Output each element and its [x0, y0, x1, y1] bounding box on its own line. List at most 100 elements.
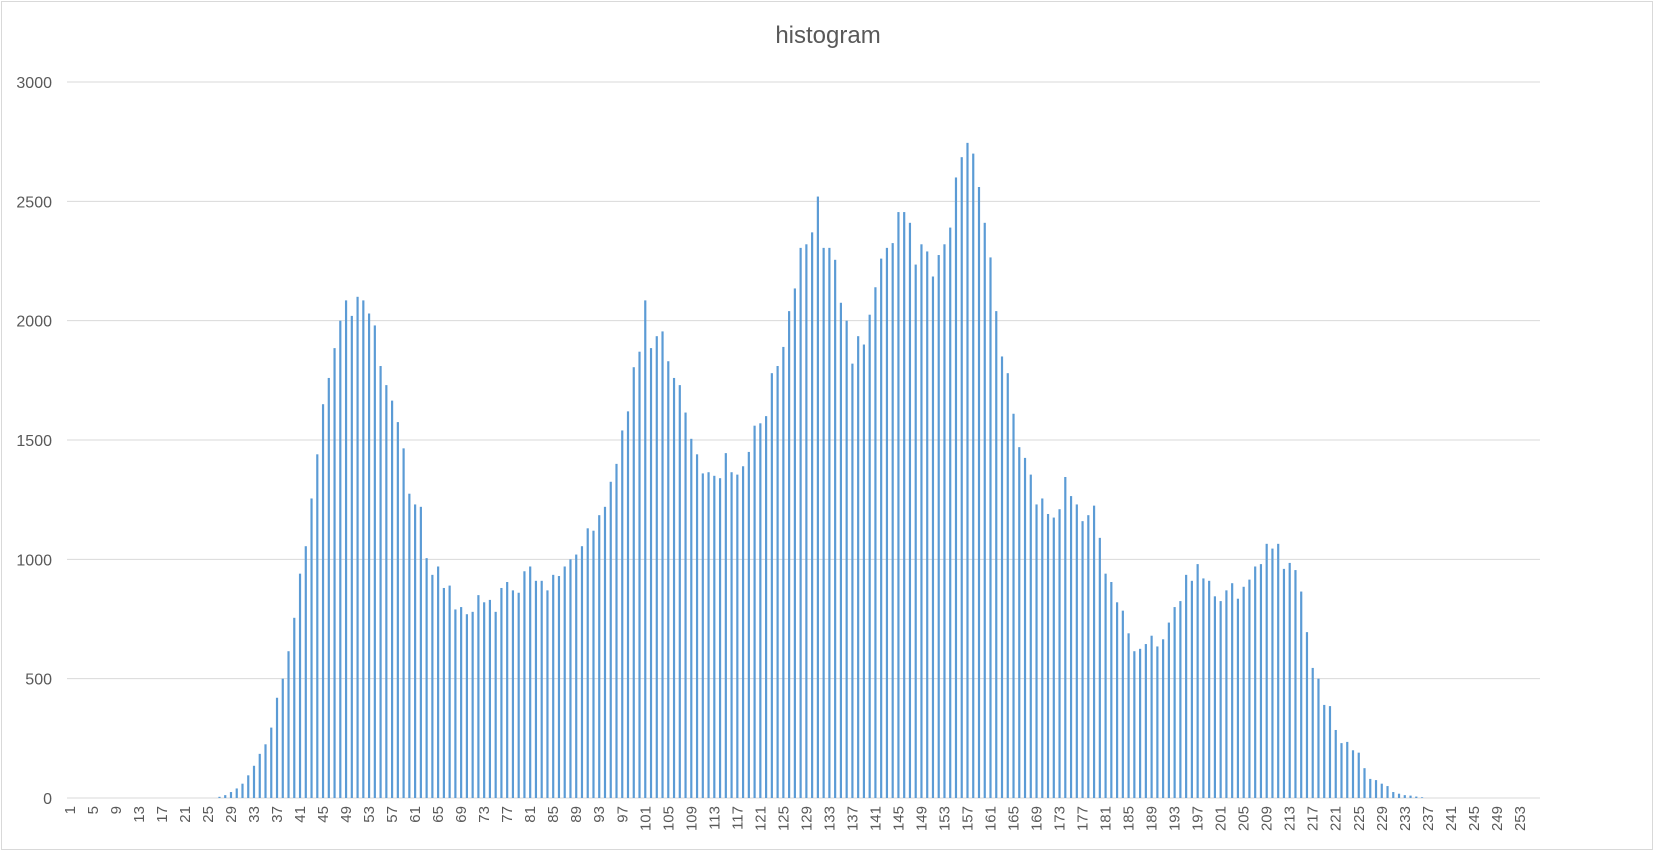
bar-100	[638, 351, 641, 798]
bar-97	[621, 430, 624, 798]
bar-177	[1081, 521, 1084, 798]
bar-207	[1254, 566, 1257, 798]
bar-167	[1023, 457, 1027, 798]
bar-53	[367, 313, 371, 798]
bar-130	[811, 232, 814, 799]
bar-78	[511, 590, 515, 798]
bar-204	[1236, 598, 1240, 798]
x-tick-label: 181	[1098, 806, 1115, 831]
x-tick-label: 169	[1029, 806, 1046, 831]
bar-111	[701, 473, 704, 798]
bar-49	[344, 300, 348, 798]
bar-107	[678, 385, 681, 798]
bar-94	[603, 506, 607, 798]
bar-219	[1323, 704, 1326, 798]
bar-69	[460, 607, 463, 798]
x-tick-label: 245	[1466, 806, 1483, 831]
bar-57	[391, 400, 394, 798]
bar-36	[270, 727, 273, 798]
bar-201	[1219, 601, 1222, 798]
x-tick-label: 237	[1420, 806, 1437, 831]
bar-182	[1110, 582, 1113, 798]
bar-96	[615, 463, 618, 798]
bar-155	[954, 177, 958, 798]
bar-165	[1012, 413, 1015, 798]
bar-236	[1420, 797, 1424, 798]
bar-103	[655, 336, 658, 798]
bar-164	[1006, 373, 1009, 798]
bar-166	[1018, 447, 1021, 798]
x-tick-label: 217	[1305, 806, 1322, 831]
bar-74	[488, 599, 492, 798]
bar-59	[402, 448, 405, 798]
x-tick-label: 117	[729, 806, 746, 830]
bar-190	[1156, 646, 1159, 798]
bar-83	[540, 580, 543, 798]
x-tick-label: 233	[1397, 806, 1414, 831]
bar-39	[287, 651, 290, 798]
y-axis-ticks: 0 500 1000 1500 2000 2500 3000	[16, 75, 52, 808]
x-tick-label: 9	[108, 806, 125, 814]
bar-156	[960, 157, 963, 798]
x-tick-label: 21	[177, 806, 194, 823]
bar-181	[1104, 573, 1107, 798]
bar-38	[281, 678, 284, 798]
x-tick-label: 121	[752, 806, 769, 831]
bar-208	[1259, 564, 1263, 798]
bar-102	[649, 348, 653, 798]
bar-56	[385, 385, 388, 798]
bar-117	[736, 474, 739, 798]
x-tick-label: 173	[1052, 806, 1069, 831]
bar-104	[661, 331, 664, 798]
x-tick-label: 37	[269, 806, 286, 823]
bar-141	[874, 287, 877, 798]
bar-115	[724, 453, 727, 798]
x-tick-label: 157	[959, 806, 976, 831]
bar-41	[298, 573, 302, 798]
y-tick-label: 1500	[16, 433, 52, 450]
bar-226	[1363, 768, 1366, 798]
bar-29	[229, 792, 233, 798]
bar-134	[834, 259, 837, 799]
bar-152	[937, 255, 940, 799]
bar-153	[943, 244, 946, 798]
y-tick-label: 500	[25, 672, 52, 689]
bar-91	[586, 528, 589, 798]
bar-31	[241, 783, 244, 798]
x-tick-label: 125	[775, 806, 792, 831]
x-tick-label: 73	[476, 806, 493, 823]
x-tick-label: 101	[637, 806, 654, 831]
bar-124	[776, 366, 779, 798]
x-tick-label: 89	[568, 806, 585, 823]
bar-105	[667, 361, 670, 798]
x-tick-label: 149	[913, 806, 930, 831]
x-tick-label: 17	[154, 806, 171, 823]
x-tick-label: 45	[315, 806, 332, 823]
bar-44	[316, 454, 319, 798]
bar-202	[1225, 590, 1228, 798]
bar-85	[552, 574, 555, 798]
y-tick-label: 2000	[16, 314, 52, 331]
bar-79	[517, 592, 520, 798]
bar-64	[431, 574, 434, 798]
bar-210	[1271, 548, 1274, 798]
y-tick-label: 2500	[16, 194, 52, 211]
x-tick-label: 201	[1213, 806, 1230, 831]
bar-77	[506, 582, 509, 798]
bar-75	[494, 611, 497, 798]
x-tick-label: 161	[983, 806, 1000, 831]
bar-161	[989, 257, 992, 798]
bar-99	[632, 367, 635, 798]
bar-93	[598, 515, 601, 798]
bar-194	[1179, 601, 1182, 798]
bar-101	[644, 300, 647, 798]
bar-169	[1035, 504, 1038, 798]
bar-123	[770, 373, 773, 798]
x-tick-label: 221	[1328, 806, 1345, 831]
bar-122	[765, 416, 768, 798]
x-tick-label: 69	[453, 806, 470, 823]
bar-63	[425, 558, 428, 798]
bar-191	[1162, 639, 1165, 798]
bar-180	[1098, 537, 1101, 798]
bar-106	[672, 377, 676, 798]
